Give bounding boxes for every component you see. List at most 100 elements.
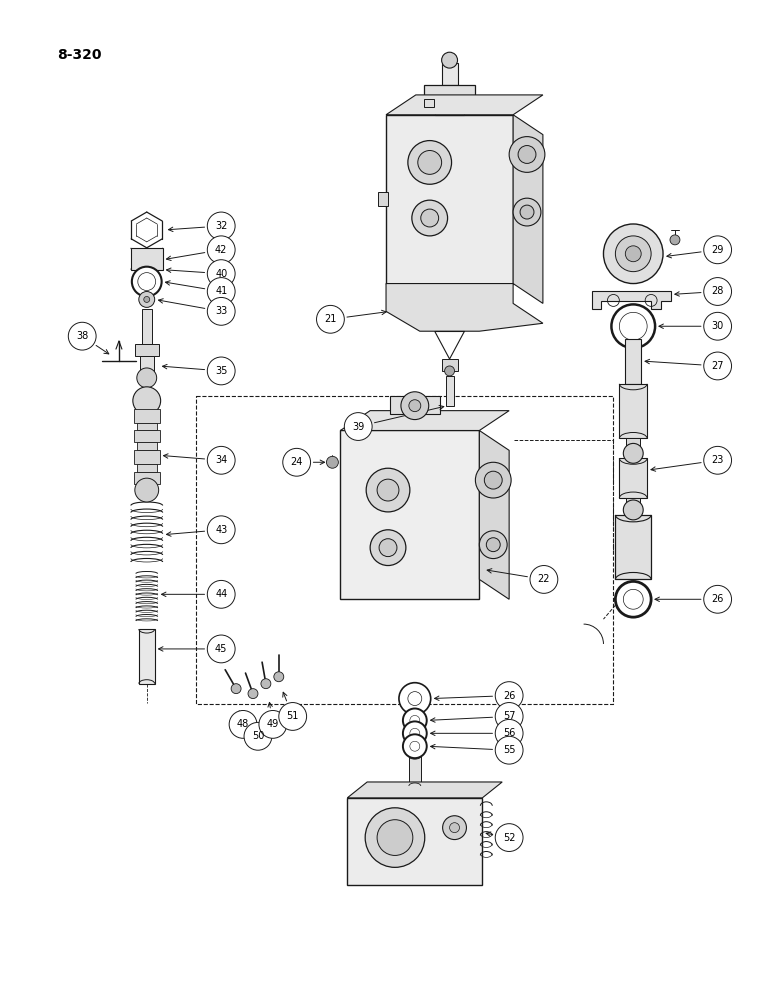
Bar [409,756,420,786]
Circle shape [615,236,651,272]
Circle shape [261,679,271,689]
Text: 45: 45 [215,644,228,654]
Bar [445,376,453,406]
Circle shape [370,530,406,566]
Circle shape [495,719,523,747]
Circle shape [403,734,427,758]
Text: 8-320: 8-320 [58,48,102,62]
Bar [441,63,458,85]
Bar [139,629,154,684]
Circle shape [626,246,641,262]
Circle shape [207,212,235,240]
Circle shape [670,235,680,245]
Circle shape [207,236,235,264]
Polygon shape [591,291,671,309]
Circle shape [409,400,420,412]
Circle shape [530,566,558,593]
Polygon shape [513,115,543,303]
Text: 29: 29 [711,245,724,255]
Text: 32: 32 [215,221,228,231]
Circle shape [704,446,732,474]
Circle shape [231,684,241,694]
Bar [136,442,157,450]
Circle shape [379,539,397,557]
Circle shape [377,820,413,855]
Circle shape [403,709,427,732]
Text: 56: 56 [503,728,516,738]
Circle shape [495,824,523,851]
Circle shape [278,703,307,730]
Circle shape [133,387,161,415]
Circle shape [509,137,545,172]
Circle shape [442,816,466,840]
Text: 35: 35 [215,366,228,376]
Circle shape [207,635,235,663]
Text: 27: 27 [711,361,724,371]
Circle shape [486,538,500,552]
Circle shape [259,710,287,738]
Polygon shape [347,782,502,798]
Circle shape [207,260,235,288]
Bar [378,192,388,206]
Circle shape [604,224,663,284]
Text: 41: 41 [215,286,227,296]
Circle shape [366,468,410,512]
Circle shape [475,462,511,498]
Bar [434,103,464,115]
Circle shape [207,446,235,474]
Circle shape [612,304,655,348]
Circle shape [283,448,310,476]
Text: 22: 22 [537,574,550,584]
Circle shape [623,443,644,463]
Bar [424,85,475,103]
Circle shape [495,682,523,709]
Bar [131,248,163,270]
Text: 28: 28 [711,286,724,296]
Circle shape [704,236,732,264]
Text: 24: 24 [290,457,303,467]
Circle shape [408,141,452,184]
Bar [134,409,160,423]
Bar [424,99,434,107]
Circle shape [344,413,372,440]
Bar [197,396,613,704]
Text: 57: 57 [503,711,516,721]
Circle shape [377,479,399,501]
Bar [136,423,157,430]
Circle shape [144,296,150,302]
Bar [136,464,157,472]
Circle shape [704,352,732,380]
Text: 34: 34 [215,455,227,465]
Bar [626,339,641,384]
Circle shape [704,278,732,305]
Bar [142,309,151,344]
Circle shape [244,722,272,750]
Bar [140,356,154,378]
Circle shape [69,322,96,350]
Circle shape [207,297,235,325]
Circle shape [495,736,523,764]
Text: 26: 26 [711,594,724,604]
Circle shape [139,291,154,307]
Circle shape [420,209,438,227]
Text: 38: 38 [76,331,88,341]
Text: 55: 55 [503,745,516,755]
Bar [626,438,640,453]
Bar [619,458,647,498]
Circle shape [412,200,448,236]
Text: 48: 48 [237,719,249,729]
Bar [135,344,158,356]
Text: 30: 30 [711,321,724,331]
Bar [390,396,440,414]
Bar [134,450,160,464]
Circle shape [207,516,235,544]
Text: 51: 51 [286,711,299,721]
Polygon shape [340,411,509,430]
Text: 33: 33 [215,306,227,316]
Text: 23: 23 [711,455,724,465]
Circle shape [317,305,344,333]
Circle shape [365,808,425,867]
Circle shape [327,456,339,468]
Circle shape [518,146,536,163]
Circle shape [615,581,651,617]
